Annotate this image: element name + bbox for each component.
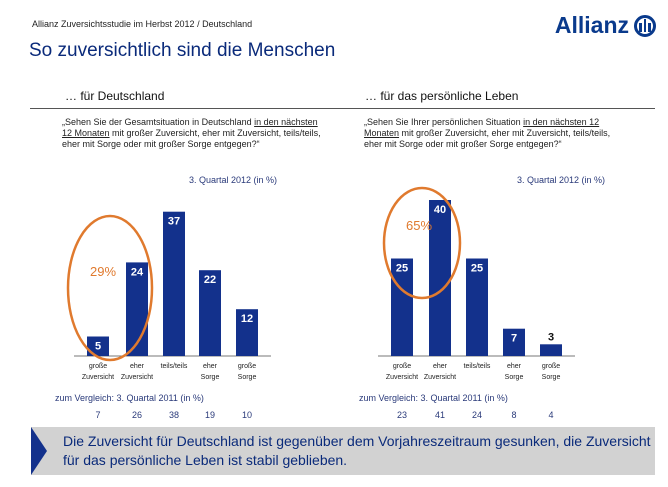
page-title: So zuversichtlich sind die Menschen xyxy=(29,40,336,61)
tick-label: teils/teils xyxy=(161,363,188,370)
comparison-label: zum Vergleich: 3. Quartal 2011 (in %) xyxy=(359,393,508,403)
data-label: 40 xyxy=(434,204,446,216)
data-label: 24 xyxy=(131,266,144,278)
data-label: 25 xyxy=(471,263,483,275)
data-label: 3 xyxy=(548,331,554,343)
comparison-value: 7 xyxy=(95,410,100,420)
comparison-value: 8 xyxy=(511,410,516,420)
arrow-icon xyxy=(31,427,47,475)
chart-personal: 25 große Zuversicht 23 40 eher Zuversicht 41 25 t… xyxy=(359,186,575,420)
period-germany: 3. Quartal 2012 (in %) xyxy=(189,175,278,185)
data-label: 22 xyxy=(204,274,216,286)
logo-text: Allianz xyxy=(554,12,629,38)
comparison-value: 23 xyxy=(397,410,407,420)
bar xyxy=(236,309,258,356)
tick-label: große xyxy=(238,363,256,370)
bar xyxy=(429,200,451,356)
tick-label: Zuversicht xyxy=(82,374,114,381)
chart-germany: 5 große Zuversicht 7 24 eher Zuversicht 26 37 tei… xyxy=(55,211,271,420)
tick-label: teils/teils xyxy=(464,363,491,370)
tick-label: Sorge xyxy=(201,374,220,381)
period-personal: 3. Quartal 2012 (in %) xyxy=(517,175,606,185)
highlight-oval xyxy=(66,214,154,362)
tick-label: eher xyxy=(130,363,145,370)
allianz-logo: Allianz xyxy=(555,12,656,39)
bar xyxy=(466,258,488,356)
tick-label: Sorge xyxy=(505,374,524,381)
question-germany: „Sehen Sie der Gesamtsituation in Deutsc… xyxy=(62,117,321,149)
highlight-label: 29% xyxy=(90,264,116,279)
tick-label: Zuversicht xyxy=(121,374,153,381)
data-label: 25 xyxy=(396,263,408,275)
comparison-value: 24 xyxy=(472,410,482,420)
comparison-value: 26 xyxy=(132,410,142,420)
subtitle-germany: … für Deutschland xyxy=(65,89,165,103)
tick-label: Zuversicht xyxy=(424,374,456,381)
divider xyxy=(30,108,655,109)
comparison-value: 4 xyxy=(548,410,553,420)
data-label: 5 xyxy=(95,341,101,353)
highlight-oval xyxy=(382,186,462,300)
conclusion-text: Die Zuversicht für Deutschland ist gegen… xyxy=(63,433,651,468)
tick-label: Sorge xyxy=(542,374,561,381)
allianz-eagle-icon xyxy=(634,14,656,37)
tick-label: große xyxy=(542,363,560,370)
highlight-label: 65% xyxy=(406,218,432,233)
data-label: 12 xyxy=(241,313,253,325)
bar xyxy=(199,270,221,356)
bar xyxy=(503,328,525,356)
subtitle-personal: … für das persönliche Leben xyxy=(365,89,519,103)
bar xyxy=(540,344,562,356)
tick-label: eher xyxy=(203,363,218,370)
tick-label: große xyxy=(393,363,411,370)
tick-label: große xyxy=(89,363,107,370)
comparison-label: zum Vergleich: 3. Quartal 2011 (in %) xyxy=(55,393,204,403)
comparison-value: 41 xyxy=(435,410,445,420)
conclusion-banner xyxy=(31,427,655,475)
bar xyxy=(87,336,109,356)
breadcrumb: Allianz Zuversichtsstudie im Herbst 2012… xyxy=(32,19,253,29)
comparison-value: 38 xyxy=(169,410,179,420)
comparison-value: 19 xyxy=(205,410,215,420)
question-personal: „Sehen Sie Ihrer persönlichen Situation … xyxy=(364,117,611,149)
data-label: 37 xyxy=(168,216,180,228)
bar xyxy=(163,211,185,356)
comparison-value: 10 xyxy=(242,410,252,420)
data-label: 7 xyxy=(511,333,517,345)
tick-label: Sorge xyxy=(238,374,257,381)
tick-label: eher xyxy=(507,363,522,370)
tick-label: Zuversicht xyxy=(386,374,418,381)
tick-label: eher xyxy=(433,363,448,370)
